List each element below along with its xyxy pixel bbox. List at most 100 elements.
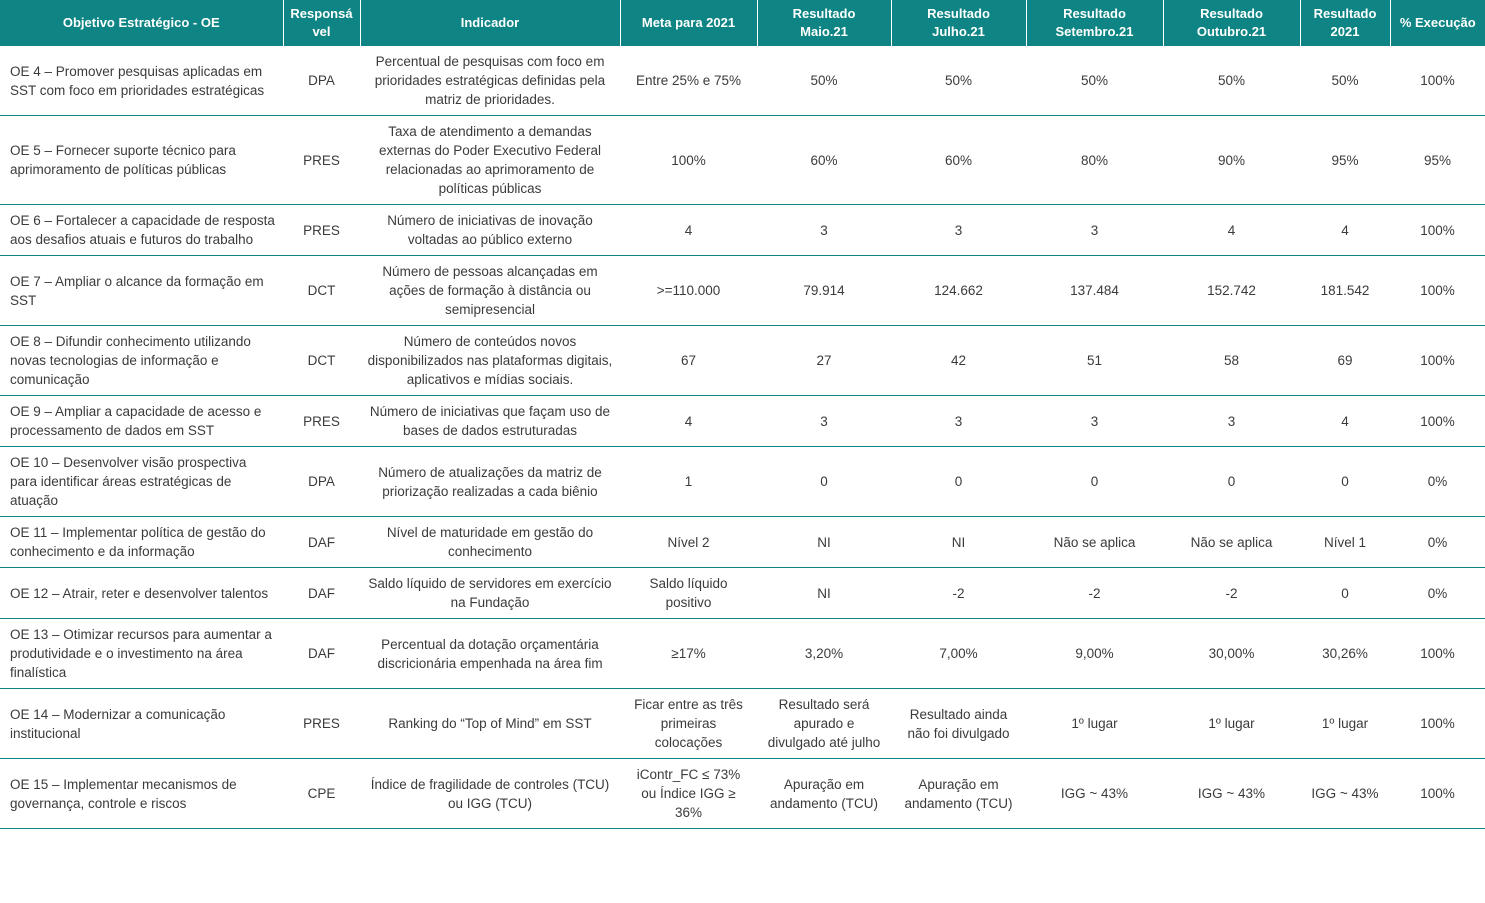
cell-resultado-2021: 181.542 [1320,283,1370,299]
table-row: OE 7 – Ampliar o alcance da formação em … [0,255,1485,326]
cell-resultado-2021: 1º lugar [1321,716,1369,732]
cell-responsavel: PRES [303,222,340,238]
cell-resultado-outubro: 0 [1227,474,1236,490]
header-row: Objetivo Estratégico - OE Responsável In… [0,0,1485,46]
cell-meta: 4 [684,413,693,429]
cell-resultado-julho: -2 [952,585,965,601]
cell-indicador: Saldo líquido de servidores em exercício… [368,576,612,611]
cell-resultado-setembro: 50% [1080,73,1109,89]
cell-objetivo: OE 15 – Implementar mecanismos de govern… [10,776,237,811]
cell-responsavel: PRES [303,413,340,429]
cell-meta: Entre 25% e 75% [635,73,742,89]
cell-resultado-setembro: 3 [1090,413,1099,429]
cell-resultado-outubro: IGG ~ 43% [1197,786,1266,802]
cell-resultado-maio: Resultado será apurado e divulgado até j… [767,697,881,751]
cell-resultado-outubro: 50% [1217,73,1246,89]
column-header-maio: Resultado Maio.21 [757,0,892,46]
cell-resultado-maio: 27 [816,353,832,369]
cell-execucao: 0% [1427,474,1448,490]
cell-resultado-maio: 60% [810,152,838,168]
cell-resultado-2021: 4 [1341,413,1349,429]
cell-resultado-setembro: 80% [1080,152,1109,168]
cell-execucao: 100% [1420,413,1455,429]
cell-resultado-maio: NI [817,585,831,601]
cell-resultado-2021: 4 [1341,222,1349,238]
cell-resultado-setembro: 3 [1090,222,1099,238]
cell-indicador: Nível de maturidade em gestão do conheci… [386,525,594,560]
table-row: OE 5 – Fornecer suporte técnico para apr… [0,115,1485,205]
cell-resultado-maio: 3 [820,222,828,238]
cell-execucao: 100% [1420,222,1455,238]
column-header-execucao: % Execução [1390,0,1485,46]
cell-indicador: Índice de fragilidade de controles (TCU)… [370,776,610,811]
cell-indicador: Número de iniciativas que façam uso de b… [369,404,611,439]
cell-objetivo: OE 9 – Ampliar a capacidade de acesso e … [10,404,262,439]
cell-objetivo: OE 11 – Implementar política de gestão d… [10,525,266,560]
cell-indicador: Ranking do “Top of Mind” em SST [388,716,592,732]
cell-resultado-2021: 95% [1331,152,1359,168]
cell-resultado-outubro: 58 [1223,353,1240,369]
performance-table: Objetivo Estratégico - OE Responsável In… [0,0,1485,829]
cell-resultado-2021: 30,26% [1322,646,1368,662]
column-header-responsavel: Responsável [283,0,361,46]
table-row: OE 11 – Implementar política de gestão d… [0,516,1485,568]
cell-resultado-julho: Apuração em andamento (TCU) [904,776,1013,811]
cell-meta: 100% [671,152,706,168]
cell-resultado-setembro: 137.484 [1070,283,1119,299]
cell-objetivo: OE 5 – Fornecer suporte técnico para apr… [10,143,236,178]
cell-resultado-2021: 69 [1337,353,1353,369]
cell-execucao: 0% [1427,585,1448,601]
cell-resultado-julho: 42 [950,353,967,369]
cell-resultado-setembro: Não se aplica [1053,534,1136,550]
cell-resultado-julho: 60% [944,152,973,168]
cell-resultado-julho: NI [951,534,966,550]
cell-resultado-2021: IGG ~ 43% [1311,786,1379,802]
cell-resultado-maio: 3,20% [804,646,844,662]
cell-resultado-outubro: 3 [1227,413,1236,429]
table-row: OE 6 – Fortalecer a capacidade de respos… [0,204,1485,256]
cell-meta: Ficar entre as três primeiras colocações [634,697,743,751]
cell-resultado-julho: 7,00% [939,646,978,662]
cell-objetivo: OE 10 – Desenvolver visão prospectiva pa… [10,455,247,509]
cell-resultado-julho: 3 [954,222,963,238]
cell-meta: iContr_FC ≤ 73% ou Índice IGG ≥ 36% [636,767,741,821]
table-row: OE 15 – Implementar mecanismos de govern… [0,758,1485,829]
column-header-2021: Resultado 2021 [1300,0,1391,46]
cell-execucao: 100% [1420,283,1455,299]
cell-resultado-maio: NI [817,534,831,550]
cell-responsavel: DCT [307,283,336,299]
cell-responsavel: DAF [308,534,335,550]
cell-responsavel: CPE [307,786,336,802]
table-row: OE 13 – Otimizar recursos para aumentar … [0,618,1485,689]
cell-indicador: Número de atualizações da matriz de prio… [378,464,602,499]
cell-resultado-2021: 0 [1341,474,1349,490]
cell-execucao: 100% [1420,786,1455,802]
cell-resultado-2021: 0 [1341,585,1349,601]
cell-resultado-julho: 0 [954,474,963,490]
table-row: OE 8 – Difundir conhecimento utilizando … [0,325,1485,396]
cell-execucao: 0% [1427,534,1448,550]
cell-meta: ≥17% [671,646,706,662]
cell-resultado-maio: 0 [820,474,828,490]
cell-resultado-outubro: 1º lugar [1208,716,1255,732]
cell-resultado-setembro: 0 [1090,474,1099,490]
cell-objetivo: OE 14 – Modernizar a comunicação institu… [10,706,226,741]
cell-resultado-setembro: IGG ~ 43% [1060,786,1129,802]
cell-meta: 1 [684,474,693,490]
cell-responsavel: DPA [308,73,335,89]
cell-responsavel: PRES [303,716,340,732]
cell-meta: Saldo líquido positivo [649,576,728,611]
cell-resultado-2021: Nível 1 [1323,534,1367,550]
cell-objetivo: OE 4 – Promover pesquisas aplicadas em S… [10,63,265,98]
table-row: OE 10 – Desenvolver visão prospectiva pa… [0,446,1485,517]
cell-execucao: 100% [1420,73,1455,89]
cell-indicador: Taxa de atendimento a demandas externas … [378,124,602,197]
cell-meta: 4 [684,222,693,238]
table-row: OE 12 – Atrair, reter e desenvolver tale… [0,567,1485,619]
cell-execucao: 100% [1420,646,1455,662]
cell-indicador: Percentual de pesquisas com foco em prio… [374,54,606,108]
cell-objetivo: OE 13 – Otimizar recursos para aumentar … [10,627,272,681]
cell-resultado-setembro: 9,00% [1075,646,1114,662]
cell-resultado-setembro: 51 [1086,353,1103,369]
cell-responsavel: DCT [307,353,336,369]
